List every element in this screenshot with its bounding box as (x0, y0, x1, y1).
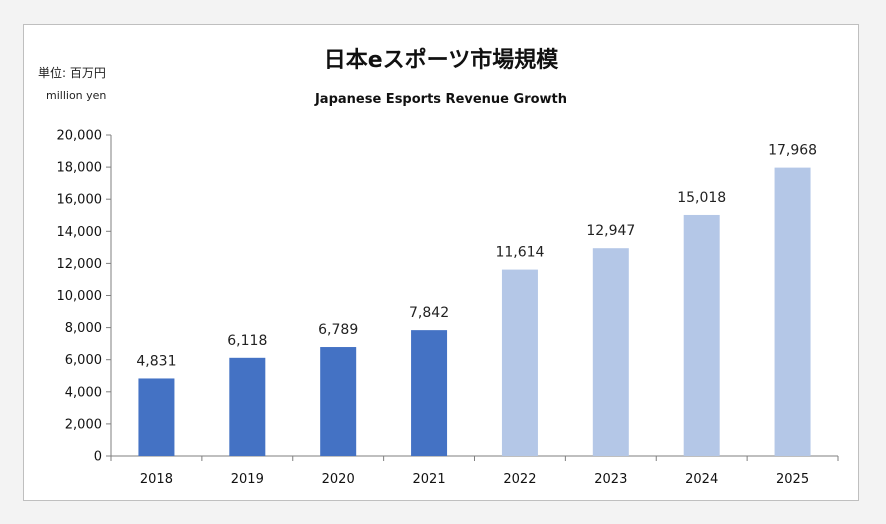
y-tick-label: 18,000 (57, 161, 103, 176)
y-tick-label: 0 (94, 450, 102, 465)
chart-frame: 日本eスポーツ市場規模 Japanese Esports Revenue Gro… (23, 24, 859, 501)
y-tick-label: 4,000 (65, 385, 102, 400)
x-tick-label-2019: 2019 (231, 472, 264, 487)
value-label-2025: 17,968 (768, 143, 817, 159)
value-label-2018: 4,831 (136, 353, 176, 369)
bar-2019 (229, 357, 266, 456)
bar-2018 (138, 378, 175, 456)
x-tick-label-2018: 2018 (140, 472, 173, 487)
value-label-2021: 7,842 (409, 305, 449, 321)
chart-subtitle: Japanese Esports Revenue Growth (314, 92, 567, 107)
value-label-2023: 12,947 (586, 223, 635, 239)
bar-2024 (683, 214, 720, 456)
y-tick-label: 8,000 (65, 321, 102, 336)
y-tick-label: 20,000 (57, 129, 103, 144)
unit-label-en: million yen (46, 89, 106, 102)
value-labels: 4,831 6,118 6,789 7,842 11,614 12,947 15,018 17… (136, 143, 817, 370)
bar-2023 (592, 248, 629, 456)
y-axis: 0 2,000 4,000 6,000 8,000 10,000 12,000 14,000 1… (57, 129, 112, 465)
x-axis: 2018 2019 2020 2021 2022 2023 2024 2025 (110, 455, 839, 487)
x-tick-label-2020: 2020 (322, 472, 355, 487)
value-label-2024: 15,018 (677, 190, 726, 206)
x-tick-label-2024: 2024 (685, 472, 718, 487)
x-tick-label-2022: 2022 (503, 472, 536, 487)
bar-2022 (501, 269, 538, 456)
x-tick-label-2021: 2021 (413, 472, 446, 487)
y-tick-label: 10,000 (57, 289, 103, 304)
y-tick-label: 16,000 (57, 193, 103, 208)
bars (138, 167, 811, 457)
x-tick-label-2025: 2025 (776, 472, 809, 487)
y-tick-label: 14,000 (57, 225, 103, 240)
bar-2021 (411, 330, 448, 456)
value-label-2022: 11,614 (495, 245, 544, 261)
y-tick-label: 2,000 (65, 417, 102, 432)
y-tick-label: 6,000 (65, 353, 102, 368)
bar-2025 (774, 167, 811, 457)
chart-title: 日本eスポーツ市場規模 (324, 47, 559, 73)
bar-chart: 日本eスポーツ市場規模 Japanese Esports Revenue Gro… (38, 47, 839, 487)
x-tick-label-2023: 2023 (594, 472, 627, 487)
value-label-2020: 6,789 (318, 322, 358, 338)
bar-2020 (320, 347, 357, 456)
value-label-2019: 6,118 (227, 333, 267, 349)
unit-label-ja: 単位: 百万円 (38, 65, 106, 80)
y-tick-label: 12,000 (57, 257, 103, 272)
